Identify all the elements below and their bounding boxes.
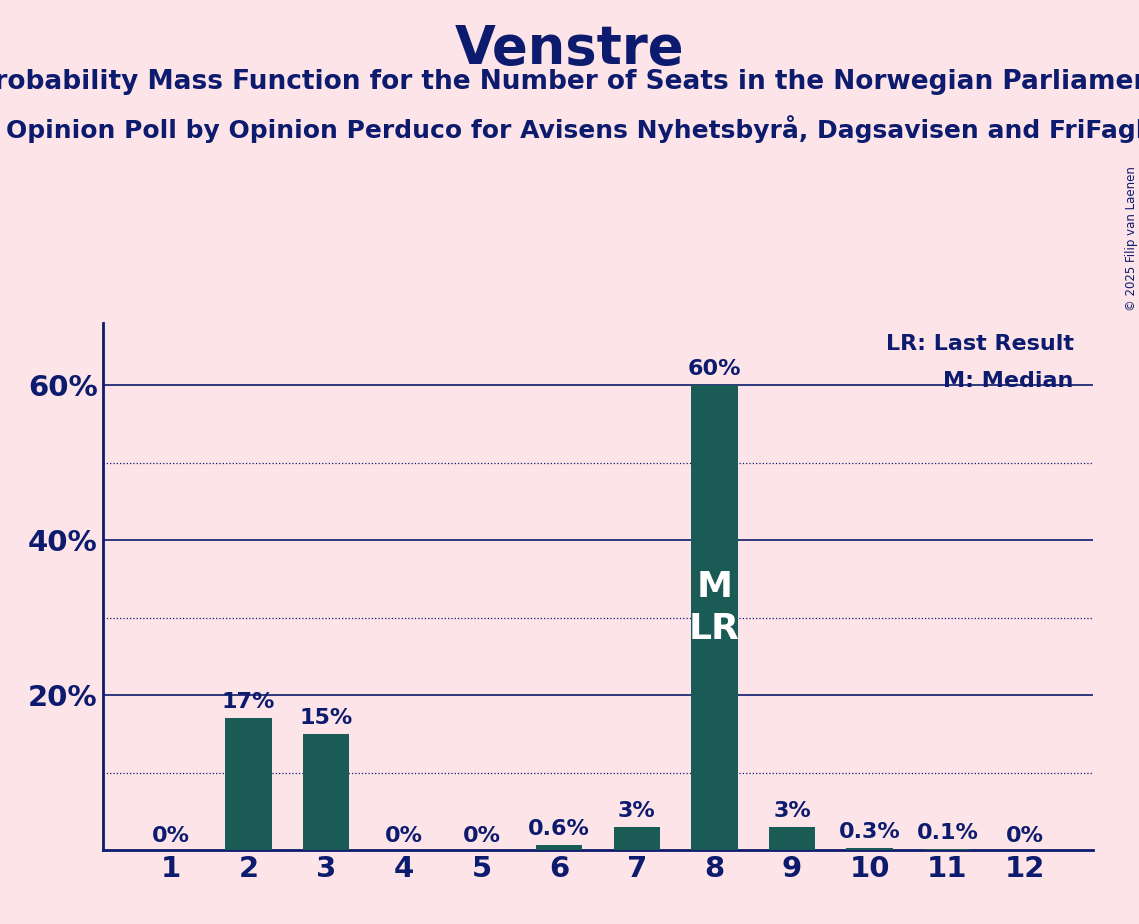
Text: M
LR: M LR bbox=[689, 570, 740, 647]
Bar bbox=[303, 734, 350, 850]
Text: 17%: 17% bbox=[222, 692, 276, 712]
Text: 0.1%: 0.1% bbox=[917, 823, 978, 843]
Bar bbox=[769, 827, 816, 850]
Text: 60%: 60% bbox=[688, 359, 741, 379]
Bar bbox=[846, 847, 893, 850]
Text: M: Median: M: Median bbox=[943, 371, 1074, 391]
Text: © 2025 Filip van Laenen: © 2025 Filip van Laenen bbox=[1124, 166, 1138, 311]
Text: Probability Mass Function for the Number of Seats in the Norwegian Parliament: Probability Mass Function for the Number… bbox=[0, 69, 1139, 95]
Text: 0%: 0% bbox=[462, 826, 500, 846]
Text: 0.3%: 0.3% bbox=[839, 821, 901, 842]
Bar bbox=[691, 385, 738, 850]
Bar bbox=[535, 845, 582, 850]
Text: Opinion Poll by Opinion Perduco for Avisens Nyhetsbyrå, Dagsavisen and FriFagbev: Opinion Poll by Opinion Perduco for Avis… bbox=[6, 116, 1139, 143]
Text: Venstre: Venstre bbox=[454, 23, 685, 75]
Text: 3%: 3% bbox=[773, 801, 811, 821]
Bar bbox=[614, 827, 661, 850]
Text: 0%: 0% bbox=[385, 826, 423, 846]
Bar bbox=[226, 719, 272, 850]
Text: LR: Last Result: LR: Last Result bbox=[886, 334, 1074, 354]
Text: 15%: 15% bbox=[300, 708, 353, 728]
Text: 0.6%: 0.6% bbox=[528, 820, 590, 839]
Text: 0%: 0% bbox=[151, 826, 190, 846]
Text: 0%: 0% bbox=[1006, 826, 1044, 846]
Text: 3%: 3% bbox=[618, 801, 656, 821]
